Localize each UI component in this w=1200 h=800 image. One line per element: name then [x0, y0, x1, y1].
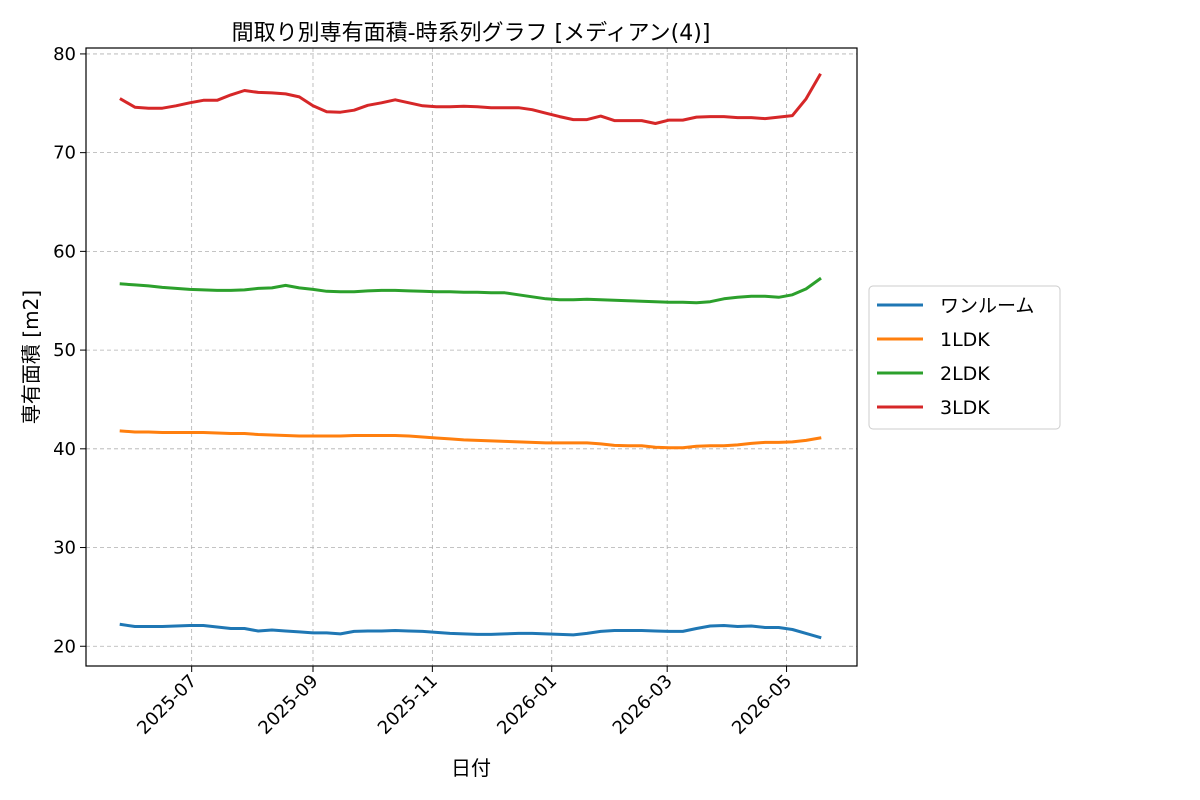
series-layer	[119, 73, 822, 640]
y-axis: 20 30 40 50 60 70 80	[53, 44, 86, 657]
chart-title: 間取り別専有面積-時系列グラフ [メディアン(4)]	[232, 21, 711, 46]
y-tick-label: 70	[53, 143, 76, 164]
x-tick-label: 2026-03	[609, 671, 677, 739]
plot-frame	[85, 47, 858, 667]
y-tick-label: 30	[53, 538, 76, 559]
x-tick-label: 2026-05	[728, 671, 796, 739]
x-tick-label: 2025-07	[133, 671, 201, 739]
x-axis: 2025-07 2025-09 2025-11 2026-01 2026-03 2026-…	[133, 666, 796, 739]
legend-label: ワンルーム	[940, 295, 1034, 317]
series-line-ワンルーム	[119, 622, 822, 640]
series-line-1LDK	[119, 429, 822, 450]
x-tick-label: 2025-09	[254, 671, 322, 739]
y-axis-label: 専有面積 [m2]	[19, 290, 43, 424]
x-tick-label: 2025-11	[374, 671, 442, 739]
legend: ワンルーム 1LDK 2LDK 3LDK	[868, 285, 1061, 430]
legend-label: 1LDK	[940, 329, 990, 351]
x-tick-label: 2026-01	[493, 671, 561, 739]
legend-box	[868, 285, 1061, 430]
x-axis-label: 日付	[451, 756, 491, 780]
y-tick-label: 40	[53, 439, 76, 460]
grid	[86, 48, 857, 666]
y-tick-label: 50	[53, 340, 76, 361]
y-tick-label: 60	[53, 241, 76, 262]
series-line-2LDK	[119, 276, 822, 305]
series-line-3LDK	[119, 73, 822, 125]
legend-label: 3LDK	[940, 397, 990, 419]
legend-label: 2LDK	[940, 363, 990, 385]
y-tick-label: 80	[53, 44, 76, 65]
y-tick-label: 20	[53, 636, 76, 657]
